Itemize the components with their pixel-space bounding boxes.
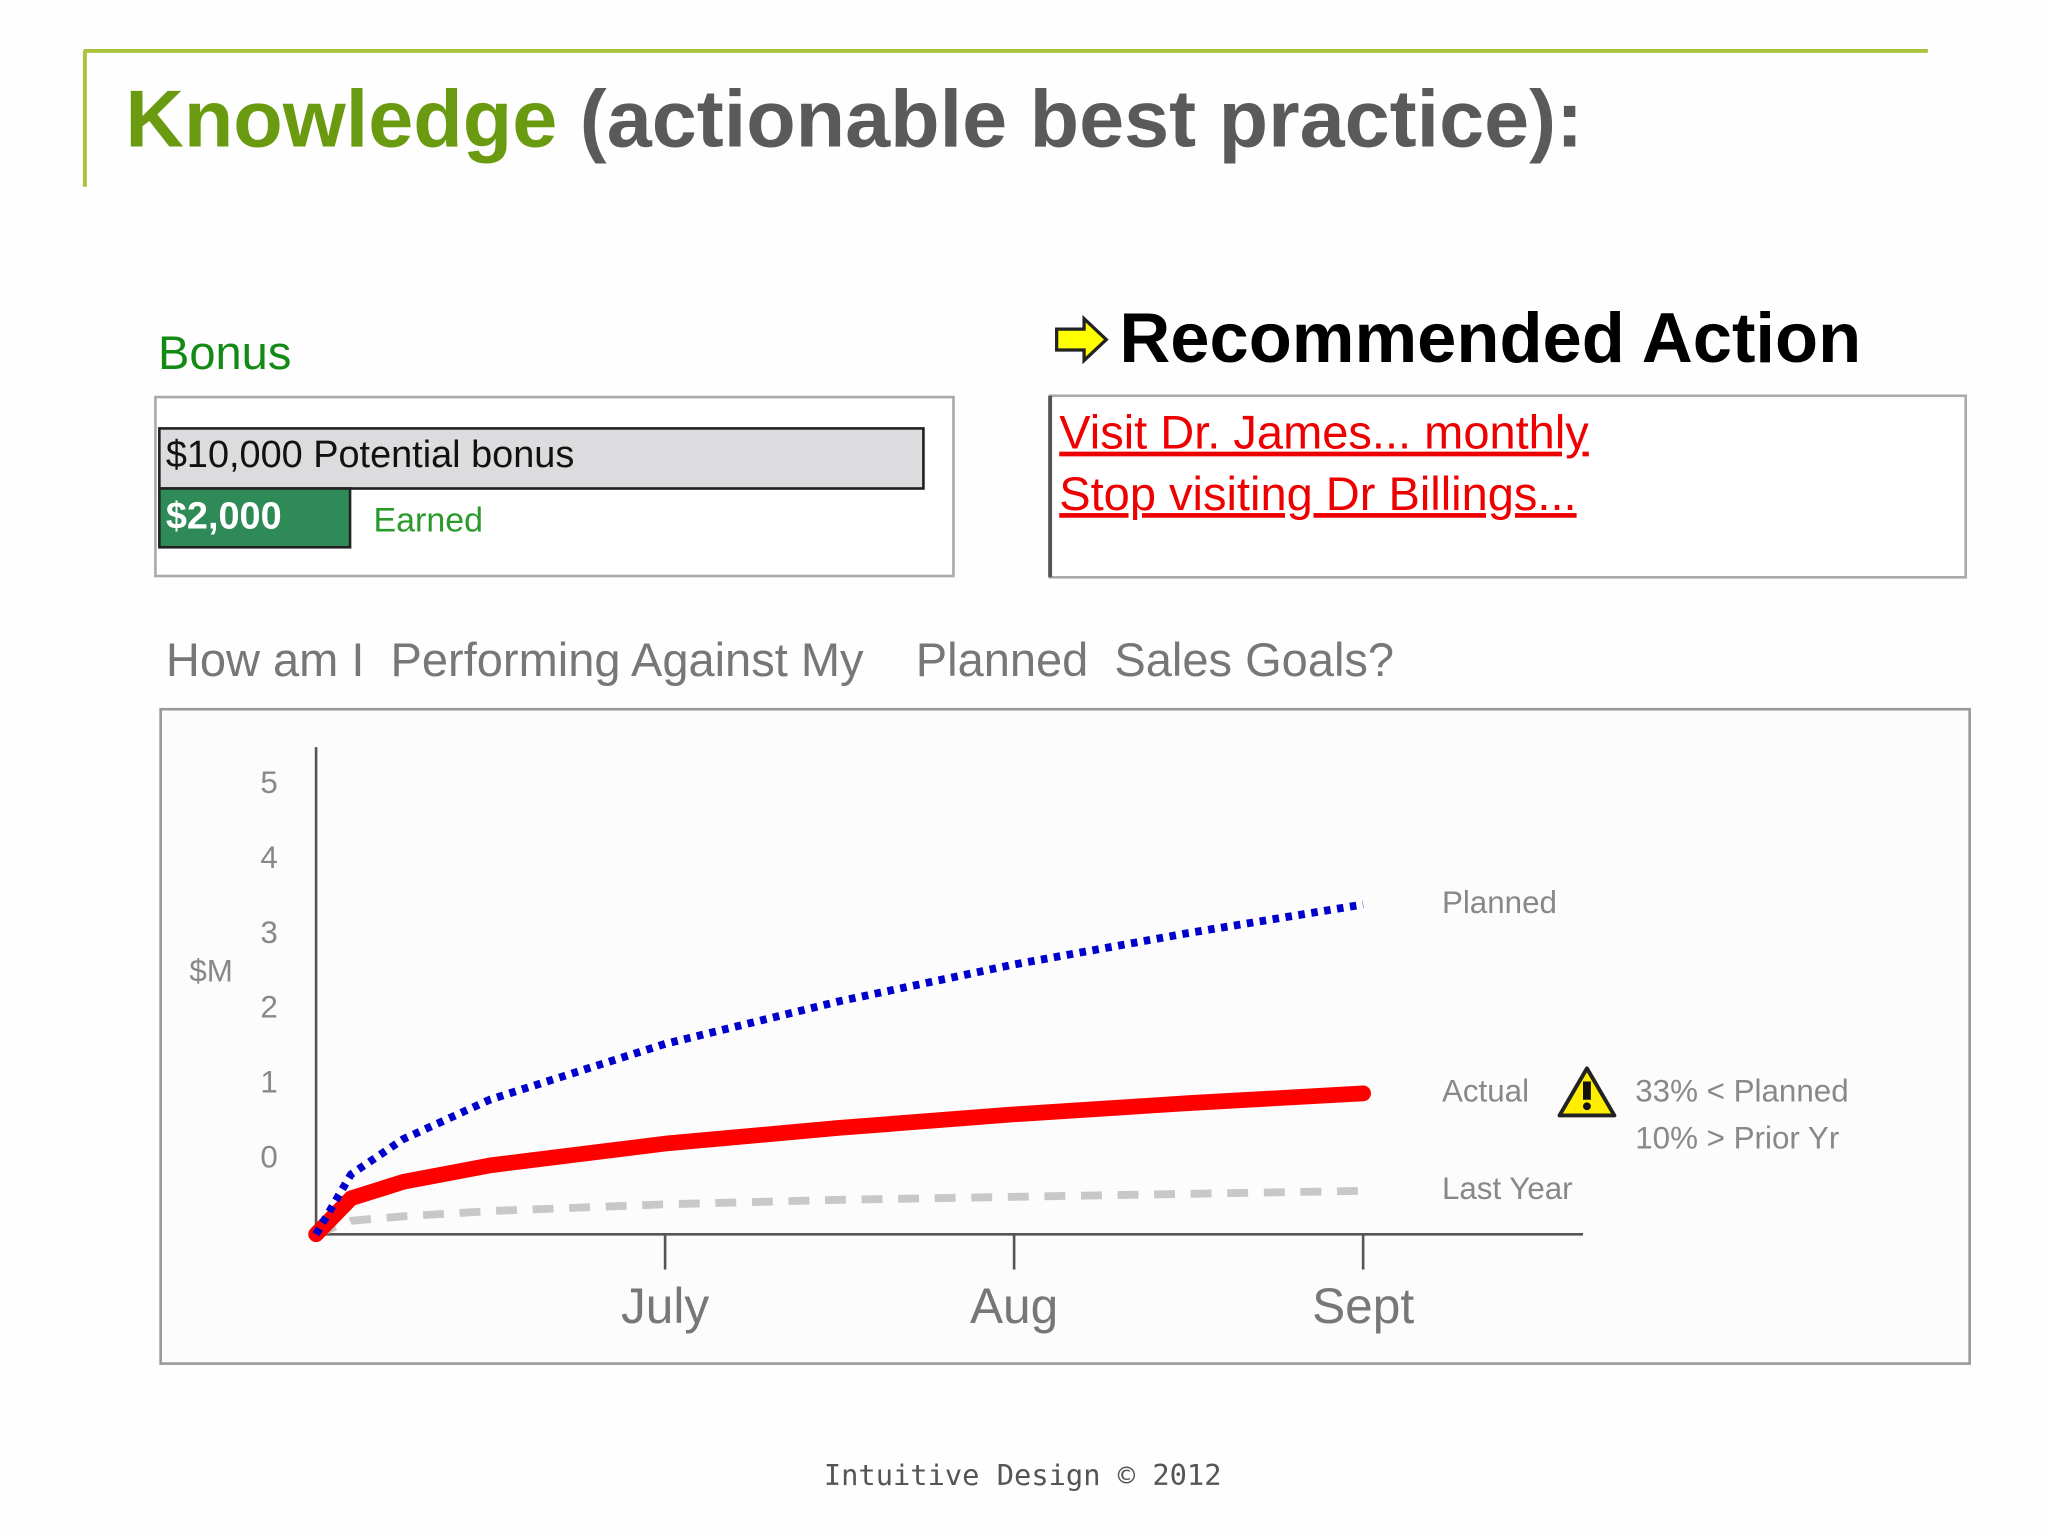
- y-tick-label: 0: [260, 1140, 277, 1175]
- footer: Intuitive Design © 2012: [824, 1458, 1222, 1492]
- chart-title: How am I Performing Against My Planned S…: [166, 633, 1394, 686]
- series-label: Actual: [1442, 1074, 1529, 1109]
- title-rest: (actionable best practice):: [557, 75, 1583, 165]
- y-tick-label: 4: [260, 840, 277, 875]
- slide-title: Knowledge (actionable best practice):: [125, 75, 1583, 165]
- annotation: 33% < Planned: [1635, 1074, 1848, 1109]
- x-tick-label: Aug: [970, 1278, 1058, 1334]
- series-label: Last Year: [1442, 1171, 1573, 1206]
- arrow-icon: [1055, 314, 1109, 365]
- potential-label: $10,000 Potential bonus: [166, 434, 574, 476]
- action-link[interactable]: Visit Dr. James... monthly: [1059, 406, 1589, 459]
- chart-frame: [159, 707, 1971, 1365]
- x-tick-label: July: [621, 1278, 709, 1334]
- potential-bar: [158, 427, 925, 490]
- action-title: Recommended Action: [1119, 298, 1861, 377]
- y-axis-label: $M: [189, 953, 233, 988]
- y-tick-label: 3: [260, 915, 277, 950]
- series-line: [308, 1085, 1371, 1243]
- action-panel: [1048, 394, 1968, 579]
- bonus-title: Bonus: [158, 326, 291, 379]
- series-label: Planned: [1442, 885, 1557, 920]
- x-tick-label: Sept: [1312, 1278, 1414, 1334]
- earned-amount: $2,000: [166, 496, 282, 538]
- annotation: 10% > Prior Yr: [1635, 1121, 1839, 1156]
- y-tick-label: 1: [260, 1065, 277, 1100]
- earned-bar: [158, 487, 352, 549]
- y-tick-label: 5: [260, 765, 277, 800]
- warning-icon: [1557, 1066, 1617, 1118]
- y-tick-label: 2: [260, 990, 277, 1025]
- series-line: [314, 1186, 1364, 1238]
- title-highlight: Knowledge: [125, 75, 557, 165]
- earned-label: Earned: [374, 501, 483, 539]
- action-link[interactable]: Stop visiting Dr Billings...: [1059, 467, 1576, 520]
